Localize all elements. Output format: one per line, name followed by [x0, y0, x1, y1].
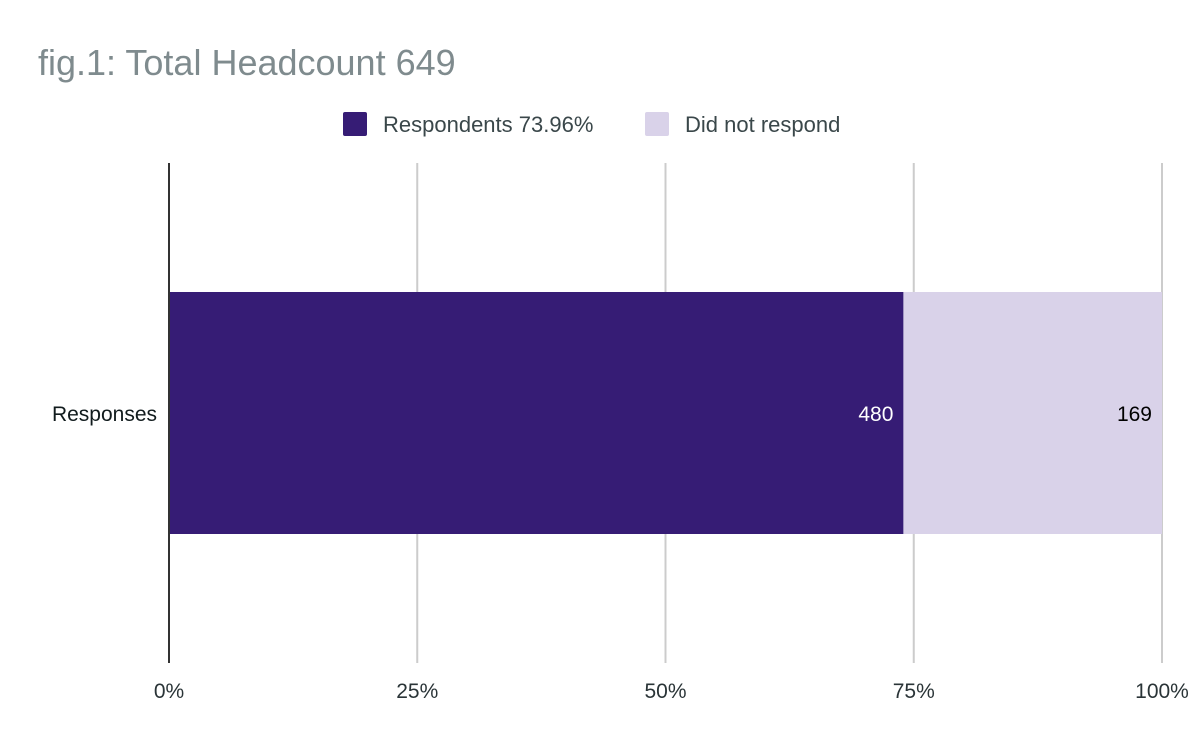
legend-label-respondents: Respondents 73.96% [383, 112, 593, 137]
legend-label-did-not-respond: Did not respond [685, 112, 840, 137]
x-tick-label: 25% [396, 680, 438, 703]
data-label: 480 [858, 403, 893, 426]
legend: Respondents 73.96% Did not respond [343, 112, 840, 137]
bars [169, 292, 1162, 534]
x-tick-label: 75% [893, 680, 935, 703]
data-labels: 480 169 [858, 403, 1152, 426]
bar-segment [169, 292, 904, 534]
legend-swatch-respondents [343, 112, 367, 136]
chart-title: fig.1: Total Headcount 649 [38, 42, 456, 83]
x-axis-ticks: 0% 25% 50% 75% 100% [154, 680, 1189, 703]
bar-segment [903, 292, 1162, 534]
x-tick-label: 0% [154, 680, 184, 703]
category-label: Responses [52, 403, 157, 426]
x-tick-label: 100% [1135, 680, 1189, 703]
legend-swatch-did-not-respond [645, 112, 669, 136]
y-axis-categories: Responses [52, 403, 157, 426]
data-label: 169 [1117, 403, 1152, 426]
x-tick-label: 50% [644, 680, 686, 703]
